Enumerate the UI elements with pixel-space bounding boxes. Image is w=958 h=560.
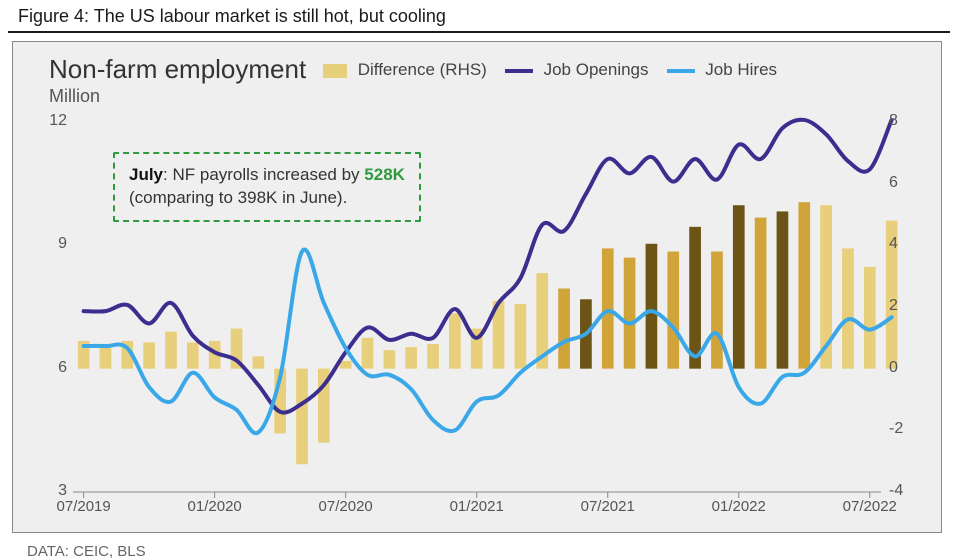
yaxis-right-tick: 2	[889, 297, 898, 315]
bar-difference	[689, 227, 701, 369]
legend: Difference (RHS) Job Openings Job Hires	[323, 60, 777, 80]
annotation-lead: July	[129, 165, 163, 184]
chart-subtitle: Million	[49, 86, 100, 107]
bar-difference	[362, 338, 374, 369]
bar-difference	[755, 218, 767, 369]
bar-difference	[558, 289, 570, 369]
legend-swatch-difference	[323, 64, 347, 78]
legend-swatch-hires	[667, 69, 695, 73]
bar-difference	[646, 244, 658, 369]
figure-title: Figure 4: The US labour market is still …	[8, 0, 950, 33]
annotation-box: July: NF payrolls increased by 528K (com…	[113, 152, 421, 222]
bar-difference	[384, 350, 396, 369]
bar-difference	[449, 313, 461, 369]
bar-difference	[777, 211, 789, 368]
bar-difference	[515, 304, 527, 369]
bar-difference	[340, 361, 352, 369]
bar-difference	[405, 347, 417, 369]
yaxis-right-tick: 6	[889, 174, 898, 192]
xaxis-tick: 01/2021	[450, 498, 504, 515]
xaxis-tick: 07/2022	[843, 498, 897, 515]
yaxis-right-tick: -2	[889, 420, 903, 438]
chart-title: Non-farm employment	[49, 54, 306, 85]
yaxis-left-tick: 9	[39, 235, 67, 253]
bar-difference	[711, 252, 723, 369]
legend-label-openings: Job Openings	[544, 60, 649, 79]
legend-label-hires: Job Hires	[705, 60, 777, 79]
data-source: DATA: CEIC, BLS	[27, 543, 146, 560]
annotation-mid: : NF payrolls increased by	[163, 165, 364, 184]
bar-difference	[296, 369, 308, 465]
legend-item-openings: Job Openings	[505, 60, 649, 80]
bar-difference	[252, 356, 264, 368]
chart-frame: Non-farm employment Million Difference (…	[12, 41, 942, 533]
yaxis-left-tick: 12	[39, 112, 67, 130]
yaxis-right-tick: 4	[889, 235, 898, 253]
legend-label-difference: Difference (RHS)	[358, 60, 487, 79]
xaxis-tick: 07/2020	[319, 498, 373, 515]
bar-difference	[427, 344, 439, 369]
annotation-highlight: 528K	[364, 165, 405, 184]
xaxis-tick: 07/2021	[581, 498, 635, 515]
xaxis-tick: 07/2019	[57, 498, 111, 515]
bar-difference	[187, 342, 199, 368]
legend-swatch-openings	[505, 69, 533, 73]
bar-difference	[864, 267, 876, 369]
bar-difference	[143, 342, 155, 368]
bar-difference	[798, 202, 810, 369]
yaxis-right-tick: 8	[889, 112, 898, 130]
bar-difference	[602, 248, 614, 368]
legend-item-difference: Difference (RHS)	[323, 60, 487, 80]
bar-difference	[667, 252, 679, 369]
bar-difference	[165, 332, 177, 369]
annotation-line2: (comparing to 398K in June).	[129, 188, 347, 207]
xaxis-tick: 01/2022	[712, 498, 766, 515]
xaxis-tick: 01/2020	[188, 498, 242, 515]
bar-difference	[733, 205, 745, 368]
yaxis-right-tick: 0	[889, 359, 898, 377]
line-job-hires	[84, 249, 892, 433]
legend-item-hires: Job Hires	[667, 60, 778, 80]
yaxis-left-tick: 6	[39, 359, 67, 377]
bar-difference	[624, 258, 636, 369]
bar-difference	[842, 248, 854, 368]
